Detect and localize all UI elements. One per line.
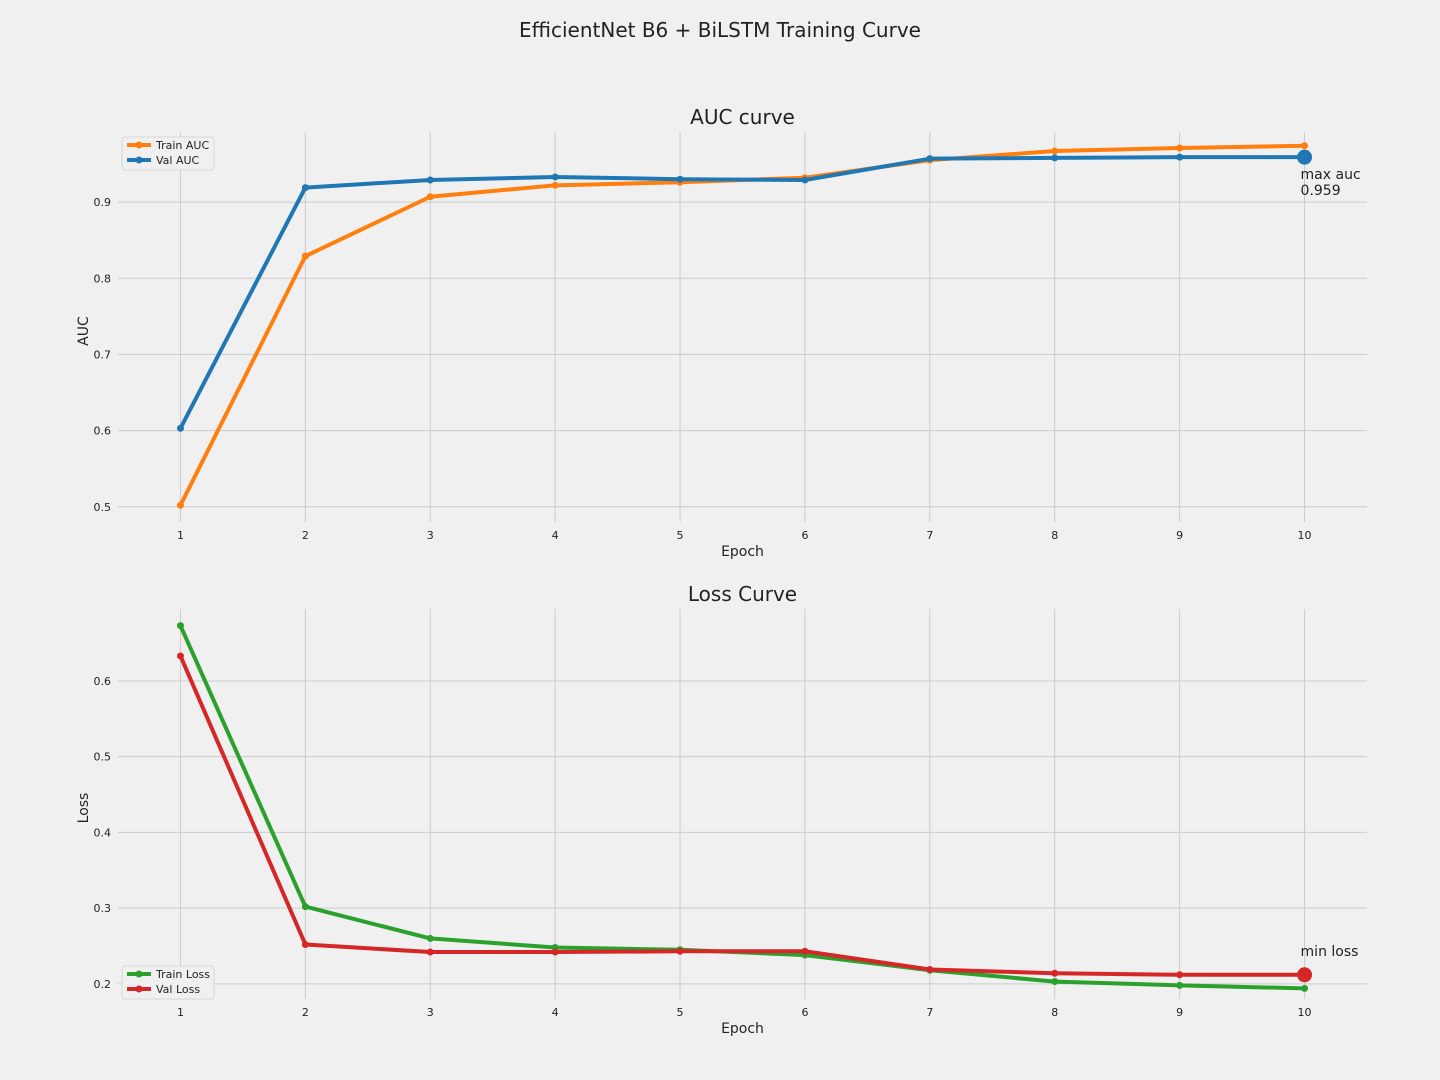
data-point-train-auc <box>301 252 309 260</box>
loss-chart: 1 2 3 4 5 6 7 8 9 10 0.2 0.3 0.4 0.5 0.6 Loss Curve Epoc… <box>76 582 1367 1037</box>
data-point-train-auc <box>551 181 559 189</box>
y-tick-label: 0.3 <box>94 902 112 915</box>
data-point-val-auc <box>301 184 309 192</box>
x-tick-label: 8 <box>1051 1006 1058 1019</box>
chart-title: AUC curve <box>690 105 795 129</box>
data-point-train-loss <box>426 934 434 942</box>
data-point-val-auc <box>551 173 559 181</box>
data-point-val-auc <box>426 176 434 184</box>
x-tick-label: 7 <box>926 1006 933 1019</box>
data-point-val-loss <box>676 947 684 955</box>
legend-entry: Train AUC <box>155 139 209 152</box>
x-tick-label: 3 <box>427 1006 434 1019</box>
x-tick-label: 6 <box>801 529 808 542</box>
legend-entry: Val AUC <box>156 154 200 167</box>
data-point-val-loss <box>801 947 809 955</box>
highlight-marker <box>1297 149 1313 165</box>
y-axis-label: AUC <box>76 316 92 346</box>
x-axis-label: Epoch <box>721 544 764 560</box>
data-point-val-auc <box>801 176 809 184</box>
annotation-value: 0.959 <box>1301 183 1341 199</box>
x-tick-label: 9 <box>1176 529 1183 542</box>
x-tick-label: 2 <box>302 1006 309 1019</box>
x-tick-label: 8 <box>1051 529 1058 542</box>
legend: Train AUC Val AUC <box>121 136 215 171</box>
x-tick-label: 7 <box>926 529 933 542</box>
x-tick-label: 6 <box>801 1006 808 1019</box>
data-point-train-auc <box>1176 144 1184 152</box>
data-point-val-auc <box>1051 154 1059 162</box>
y-tick-label: 0.7 <box>94 348 112 361</box>
legend: Train Loss Val Loss <box>121 965 215 1000</box>
data-point-train-auc <box>426 193 434 201</box>
y-axis-label: Loss <box>76 793 92 824</box>
chart-title: Loss Curve <box>688 582 797 606</box>
y-tick-label: 0.4 <box>94 826 112 839</box>
series-line-val-loss <box>178 653 1307 977</box>
y-tick-label: 0.6 <box>94 675 112 688</box>
y-tick-label: 0.6 <box>94 425 112 438</box>
annotation-label: min loss <box>1301 944 1359 960</box>
legend-swatch-marker <box>135 156 143 164</box>
x-tick-label: 10 <box>1298 1006 1312 1019</box>
data-point-train-loss <box>1051 978 1059 986</box>
legend-swatch-marker <box>135 141 143 149</box>
x-tick-label: 10 <box>1298 529 1312 542</box>
data-point-val-auc <box>676 175 684 183</box>
x-tick-label: 5 <box>677 1006 684 1019</box>
data-point-val-loss <box>551 948 559 956</box>
highlight-marker <box>1297 967 1313 983</box>
x-tick-label: 4 <box>552 1006 559 1019</box>
legend-entry: Val Loss <box>156 983 200 996</box>
data-point-train-auc <box>1051 147 1059 155</box>
legend-swatch-marker <box>135 985 143 993</box>
data-point-val-loss <box>926 965 934 973</box>
data-point-train-loss <box>301 903 309 911</box>
x-tick-label: 1 <box>177 529 184 542</box>
data-point-train-auc <box>176 501 184 509</box>
data-point-val-loss <box>301 940 309 948</box>
y-tick-label: 0.9 <box>94 196 112 209</box>
y-tick-label: 0.8 <box>94 272 112 285</box>
x-axis-label: Epoch <box>721 1021 764 1037</box>
x-tick-label: 4 <box>552 529 559 542</box>
data-point-train-auc <box>1301 142 1309 150</box>
series-line-val-auc <box>178 155 1307 431</box>
y-tick-label: 0.5 <box>94 751 112 764</box>
y-tick-label: 0.5 <box>94 501 112 514</box>
annotation-label: max auc <box>1301 167 1361 183</box>
data-point-train-loss <box>1301 984 1309 992</box>
data-point-val-loss <box>1176 971 1184 979</box>
legend-swatch-marker <box>135 970 143 978</box>
series-line-train-loss <box>178 623 1307 991</box>
data-point-val-loss <box>1051 969 1059 977</box>
data-point-train-loss <box>1176 981 1184 989</box>
data-point-val-loss <box>426 948 434 956</box>
x-tick-label: 9 <box>1176 1006 1183 1019</box>
x-tick-label: 5 <box>677 529 684 542</box>
data-point-train-loss <box>176 622 184 630</box>
legend-entry: Train Loss <box>155 968 210 981</box>
x-tick-label: 2 <box>302 529 309 542</box>
x-tick-label: 3 <box>427 529 434 542</box>
y-tick-label: 0.2 <box>94 978 112 991</box>
data-point-val-loss <box>176 652 184 660</box>
x-tick-label: 1 <box>177 1006 184 1019</box>
figure-title: EfficientNet B6 + BiLSTM Training Curve <box>519 18 921 42</box>
data-point-val-auc <box>176 424 184 432</box>
data-point-val-auc <box>926 155 934 163</box>
auc-chart: 1 2 3 4 5 6 7 8 9 10 0.5 0.6 0.7 0.8 0.9 AUC curve Epoch… <box>76 105 1367 560</box>
data-point-val-auc <box>1176 153 1184 161</box>
series-line-train-auc <box>178 143 1307 508</box>
